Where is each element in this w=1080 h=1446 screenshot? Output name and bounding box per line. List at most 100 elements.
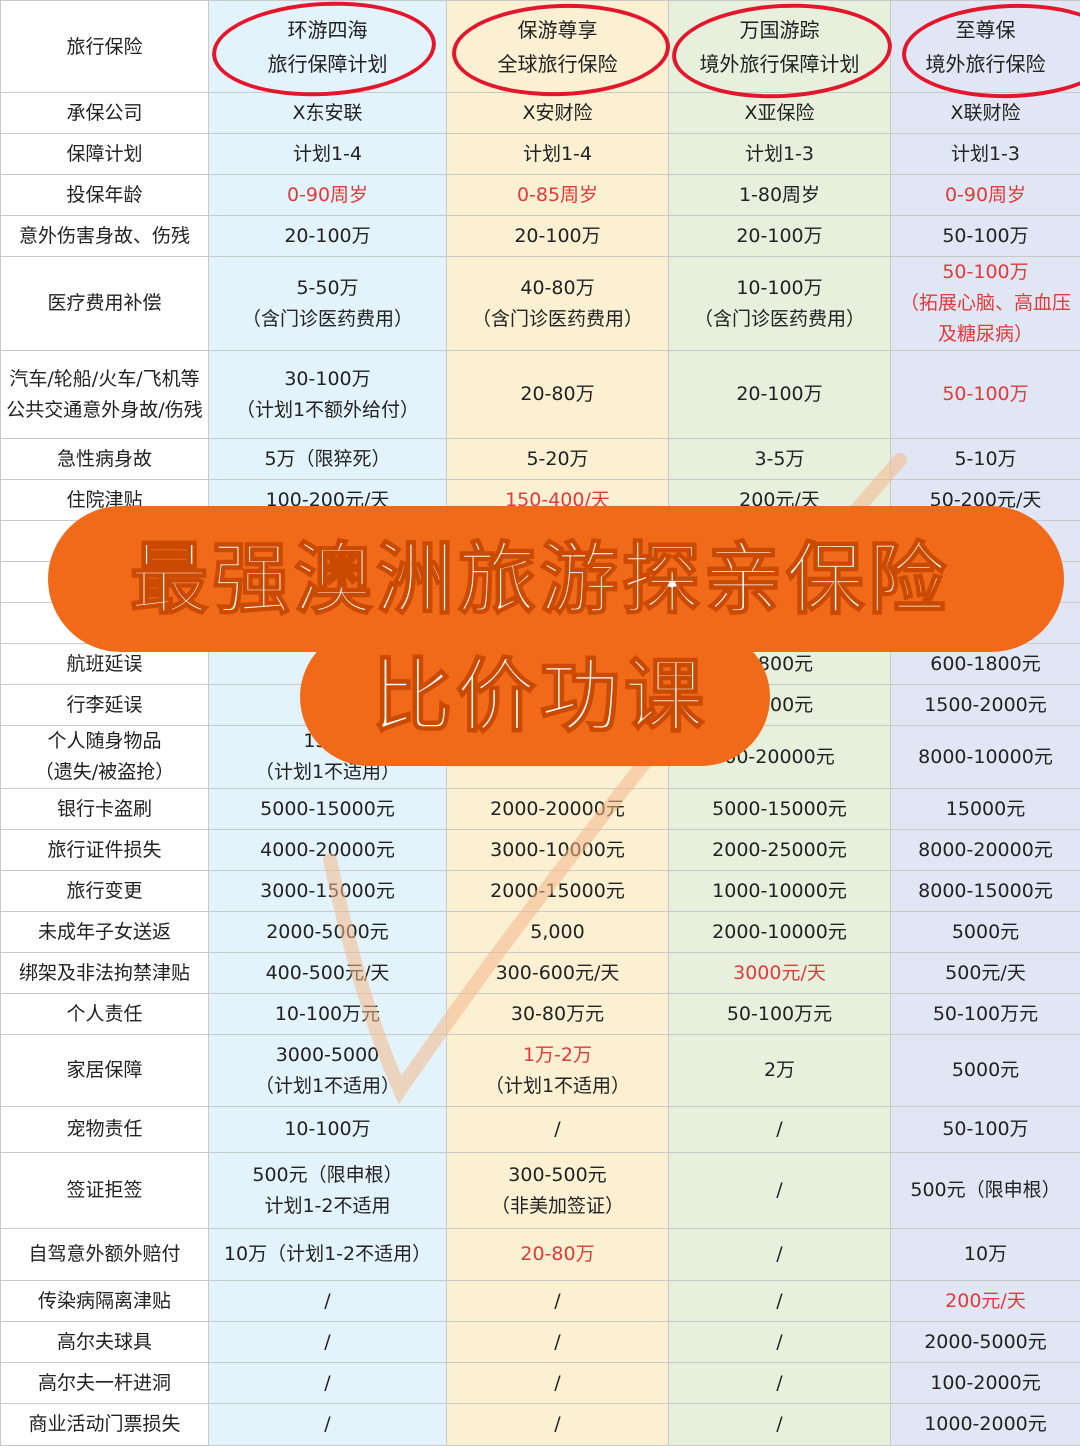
row-label: 汽车/轮船/火车/飞机等公共交通意外身故/伤残 (1, 351, 209, 439)
table-cell (447, 644, 669, 685)
table-cell: 3000-10000元 (447, 830, 669, 871)
table-cell: 5000元 (891, 1035, 1080, 1107)
cell-text: 2000-5000元 (893, 1327, 1078, 1358)
cell-text: 8000-10000元 (893, 742, 1078, 773)
cell-text: 4000-20000元 (211, 835, 444, 866)
cell-text: 元 (893, 608, 1078, 639)
table-cell: 500元（限申根） (891, 1153, 1080, 1229)
cell-text: （计划1不适用） (449, 1071, 666, 1102)
table-cell: 50-100万 (891, 351, 1080, 439)
cell-text: 500元/天 (893, 958, 1078, 989)
table-row: 高尔夫一杆进洞///100-2000元 (1, 1363, 1080, 1404)
table-cell: 50-100万 (891, 216, 1080, 257)
cell-text: / (671, 1175, 888, 1206)
cell-text: 600-1800元 (893, 649, 1078, 680)
plan-name: 万国游踪 (671, 13, 888, 47)
table-cell: X安财险 (447, 93, 669, 134)
header-label: 旅行保险 (1, 1, 209, 93)
cell-text: 1500 (211, 726, 444, 757)
table-cell: 0-90周岁 (891, 175, 1080, 216)
table-cell: 10万（计划1-2不适用） (209, 1229, 447, 1281)
row-label-text: 家居保障 (3, 1055, 206, 1086)
table-cell (447, 521, 669, 562)
cell-text: 1800元 (671, 649, 888, 680)
table-cell (669, 521, 891, 562)
table-cell: 400-500元/天 (209, 953, 447, 994)
row-label: 身故遗 (1, 521, 209, 562)
cell-text: 00-1 (449, 742, 666, 773)
table-row: 商业活动门票损失///1000-2000元 (1, 1404, 1080, 1446)
plan-name: 环游四海 (211, 13, 444, 47)
table-cell: 0-90周岁 (209, 175, 447, 216)
table-cell: / (209, 1404, 447, 1446)
table-cell (891, 521, 1080, 562)
table-cell (447, 562, 669, 603)
table-cell: 1000-2000元 (891, 1404, 1080, 1446)
row-label-text: 自驾意外额外赔付 (3, 1239, 206, 1270)
table-cell: 100 (209, 685, 447, 726)
cell-text: 5万（限猝死） (211, 444, 444, 475)
cell-text: 5,000 (449, 917, 666, 948)
row-label-text: 旅行证件损失 (3, 835, 206, 866)
cell-text: （非美加签证） (449, 1191, 666, 1222)
table-cell: 3000-5000（计划1不适用） (209, 1035, 447, 1107)
plan-subtitle: 境外旅行保险 (893, 47, 1078, 81)
cell-text: 600 (211, 649, 444, 680)
cell-text: 5-20万 (449, 444, 666, 475)
table-cell: 5000-15000元 (669, 789, 891, 830)
table-row: 高尔夫球具///2000-5000元 (1, 1322, 1080, 1363)
table-cell: 600-1800元 (891, 644, 1080, 685)
row-label: 签证拒签 (1, 1153, 209, 1229)
cell-text: 计划1-4 (449, 139, 666, 170)
table-cell: 40-80万（含门诊医药费用） (447, 257, 669, 351)
table-cell: 2000-25000元 (669, 830, 891, 871)
plan-name: 至尊保 (893, 13, 1078, 47)
table-cell: 5-10万 (891, 439, 1080, 480)
table-cell: 8000-20000元 (891, 830, 1080, 871)
table-cell (209, 521, 447, 562)
table-cell: 2000-15000元 (447, 871, 669, 912)
cell-text: 10-100万元 (211, 999, 444, 1030)
table-cell: 20-100万 (447, 216, 669, 257)
cell-text: / (211, 1327, 444, 1358)
row-label-text: 个人责任 (3, 999, 206, 1030)
row-label-text: 航班延误 (3, 649, 206, 680)
row-label: 医 (1, 562, 209, 603)
table-cell (447, 603, 669, 644)
cell-text: 20-80万 (449, 379, 666, 410)
table-cell: 4000-20000元 (209, 830, 447, 871)
row-label: 旅行证件损失 (1, 830, 209, 871)
table-cell: 2000-10000元 (669, 912, 891, 953)
row-label-text: 签证拒签 (3, 1175, 206, 1206)
table-cell: 1800元 (669, 644, 891, 685)
table-cell: 3000元/天 (669, 953, 891, 994)
row-label-text: 保障计划 (3, 139, 206, 170)
table-cell: 元 (891, 603, 1080, 644)
cell-text: 1-80周岁 (671, 180, 888, 211)
cell-text: 50-100万 (893, 221, 1078, 252)
cell-text: 1500-2000元 (893, 690, 1078, 721)
cell-text: 5-10万 (893, 444, 1078, 475)
table-cell: 50-100万 (891, 1107, 1080, 1153)
cell-text: / (671, 1409, 888, 1440)
cell-text: / (671, 1368, 888, 1399)
row-label-text: 旅行变更 (3, 876, 206, 907)
table-cell: 00-1 (447, 726, 669, 789)
table-cell: 30-100万（计划1不额外给付） (209, 351, 447, 439)
table-cell: X东安联 (209, 93, 447, 134)
cell-text: 10-100万 (211, 1114, 444, 1145)
table-cell: 00-20000元 (669, 726, 891, 789)
row-label: 承保公司 (1, 93, 209, 134)
table-cell: 100-200元/天 (209, 480, 447, 521)
table-cell: 20-100万 (669, 351, 891, 439)
cell-text: / (211, 1286, 444, 1317)
